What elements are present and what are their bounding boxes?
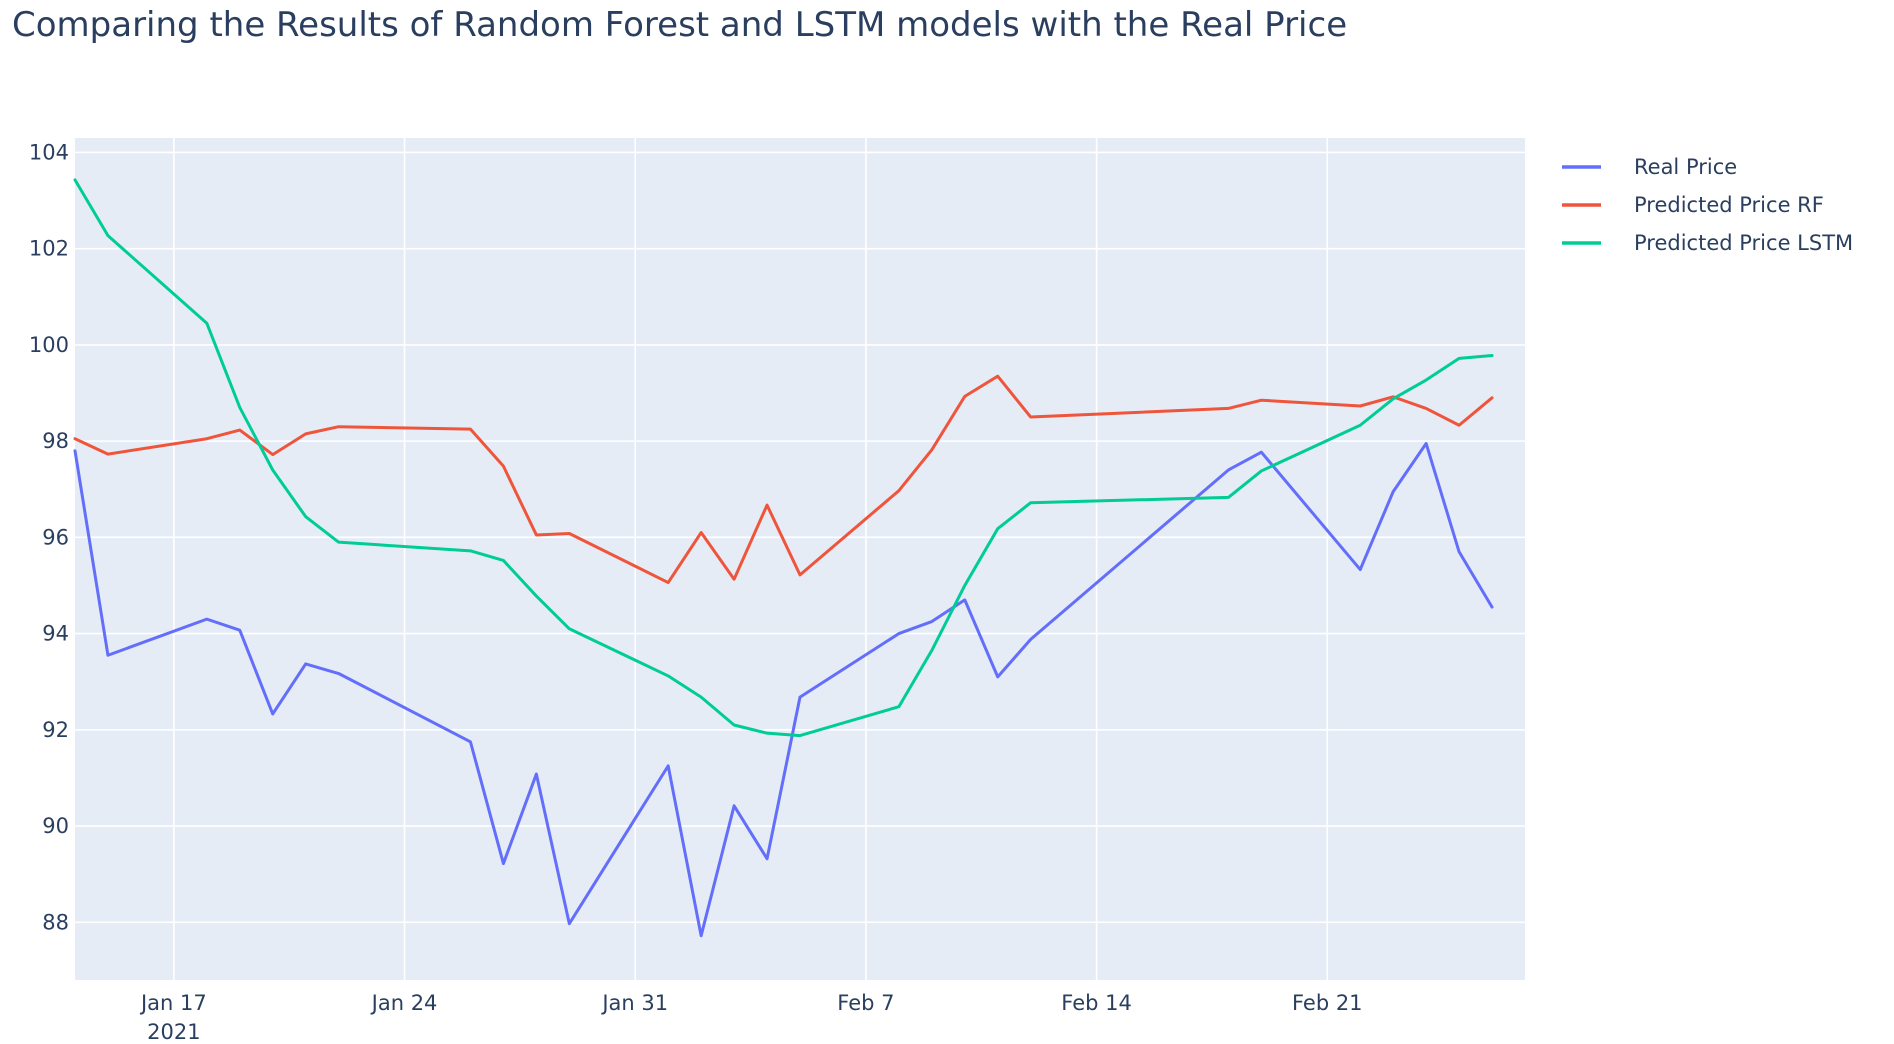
x-gridlines bbox=[173, 138, 1329, 980]
x-tick-label: Feb 21 bbox=[1292, 991, 1363, 1015]
series-lines bbox=[73, 178, 1494, 938]
legend-label: Real Price bbox=[1634, 155, 1737, 179]
legend[interactable]: Real Price Predicted Price RF Predicted Pr… bbox=[1562, 155, 1853, 255]
series-line-predicted-price-rf bbox=[73, 374, 1494, 585]
y-tick-label: 88 bbox=[42, 910, 69, 934]
y-tick-label: 98 bbox=[42, 429, 69, 453]
y-tick-label: 90 bbox=[42, 814, 69, 838]
x-tick-label: Jan 31 bbox=[600, 991, 668, 1015]
legend-label: Predicted Price LSTM bbox=[1634, 231, 1853, 255]
x-tick-label: Jan 17 bbox=[139, 991, 207, 1015]
series-line-real-price bbox=[73, 442, 1494, 938]
x-tick-year-label: 2021 bbox=[147, 1020, 200, 1044]
legend-item-predicted-price-rf[interactable]: Predicted Price RF bbox=[1562, 193, 1824, 217]
x-axis-tick-labels: Jan 17 2021 Jan 24 Jan 31 Feb 7 Feb 14 Feb 21 bbox=[139, 991, 1363, 1044]
y-gridlines bbox=[75, 151, 1525, 924]
series-line-predicted-price-lstm bbox=[73, 178, 1494, 738]
x-tick-label: Feb 14 bbox=[1061, 991, 1132, 1015]
legend-item-real-price[interactable]: Real Price bbox=[1562, 155, 1737, 179]
y-tick-label: 102 bbox=[29, 237, 69, 261]
plot-background bbox=[75, 138, 1525, 980]
chart-title: Comparing the Results of Random Forest a… bbox=[12, 5, 1347, 45]
y-axis-tick-labels: 88 90 92 94 96 98 100 102 104 bbox=[29, 140, 69, 934]
legend-item-predicted-price-lstm[interactable]: Predicted Price LSTM bbox=[1562, 231, 1853, 255]
y-tick-label: 96 bbox=[42, 525, 69, 549]
legend-label: Predicted Price RF bbox=[1634, 193, 1824, 217]
x-tick-label: Jan 24 bbox=[370, 991, 438, 1015]
x-tick-label: Feb 7 bbox=[837, 991, 894, 1015]
y-tick-label: 94 bbox=[42, 622, 69, 646]
y-tick-label: 92 bbox=[42, 718, 69, 742]
y-tick-label: 104 bbox=[29, 140, 69, 164]
y-tick-label: 100 bbox=[29, 333, 69, 357]
